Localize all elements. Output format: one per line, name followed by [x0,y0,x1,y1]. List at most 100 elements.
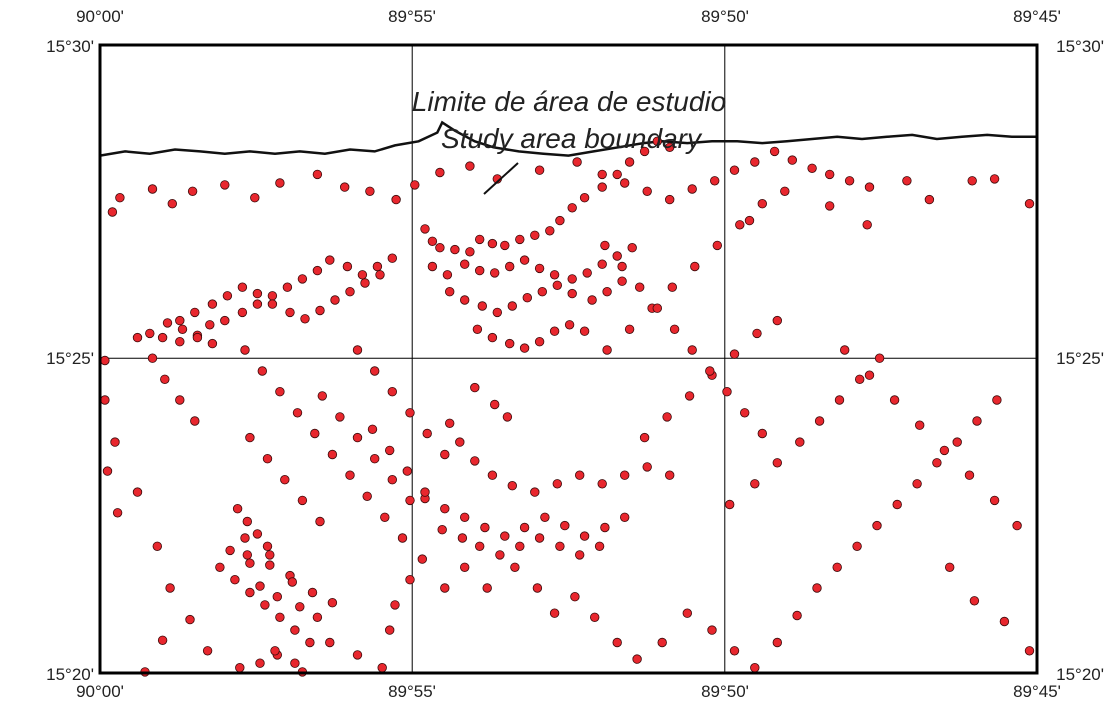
data-point [690,261,700,272]
data-point [262,454,273,464]
data-point [772,315,783,326]
data-point [475,541,485,552]
data-point [100,395,110,405]
data-point [552,479,563,489]
data-point [440,504,450,514]
data-point [410,180,420,190]
data-point [915,420,925,430]
data-point [597,182,607,192]
data-point [864,182,875,192]
data-point [620,178,630,188]
data-point [750,157,760,167]
data-point [972,416,982,426]
data-point [192,332,203,343]
data-point [932,458,942,468]
data-point [912,479,922,489]
frame-layer [98,43,1039,675]
data-point [552,280,563,291]
data-point [792,610,802,621]
data-point [684,391,695,401]
data-point [862,220,872,230]
data-point [330,295,340,305]
data-point [385,445,395,456]
data-point [367,424,378,435]
study-area-boundary [99,120,1037,157]
data-point [500,240,510,251]
data-point [237,282,248,292]
data-point [480,522,490,533]
data-point [162,318,173,328]
data-point [255,658,265,668]
data-point [360,278,370,288]
data-point [989,174,1000,184]
data-point [620,512,630,523]
data-point [242,550,253,560]
data-point [152,541,163,552]
data-point [874,353,885,363]
data-point [157,635,168,646]
data-point [427,261,438,272]
data-point [750,663,760,673]
annotation-line-1: Limite de área de estudio [412,86,726,117]
data-point [617,276,627,286]
data-point [402,466,413,476]
data-point [380,512,390,523]
data-point [375,270,385,280]
data-point [665,470,675,480]
top-tick-label-0: 90°00' [76,7,124,26]
data-point [490,399,500,410]
data-point [519,522,530,533]
data-point [624,324,635,335]
data-point [639,432,650,443]
data-point [600,240,610,251]
data-point [457,533,468,543]
data-point [872,520,882,531]
data-point [752,328,762,339]
data-point [340,182,350,192]
data-point [534,263,545,274]
data-point [642,186,652,197]
data-point [687,184,697,194]
data-point [352,650,363,660]
data-point [470,382,480,393]
annotation-line-2: Study area boundary [441,123,703,154]
data-point [427,236,438,247]
data-point [165,583,175,593]
data-point [657,637,667,648]
data-point [939,445,950,456]
data-point [450,244,460,255]
data-point [515,234,525,245]
data-point [372,261,383,272]
data-point [729,646,740,656]
data-point [652,136,663,147]
data-point [530,487,540,497]
data-point [270,646,280,656]
data-point [265,560,275,570]
data-point [222,291,233,301]
data-point [252,529,263,539]
data-point [567,274,577,284]
data-point [275,612,285,623]
data-point [707,625,717,635]
data-point [575,550,585,560]
data-point [549,608,560,618]
data-point [519,255,530,265]
data-point [205,320,215,330]
data-point [602,287,612,297]
data-point [534,337,545,347]
data-point [812,583,822,593]
data-point [487,332,498,343]
data-point [157,332,168,343]
data-point [290,658,300,668]
data-point [107,207,118,217]
data-point [460,259,470,269]
data-point [490,268,500,278]
data-point [964,470,975,480]
data-point [437,525,447,535]
bottom-tick-label-2: 89°50' [701,682,749,701]
data-point [952,437,962,447]
data-point [370,366,380,376]
data-point [460,512,470,523]
data-point [390,600,400,610]
boundary-layer [99,120,1037,157]
